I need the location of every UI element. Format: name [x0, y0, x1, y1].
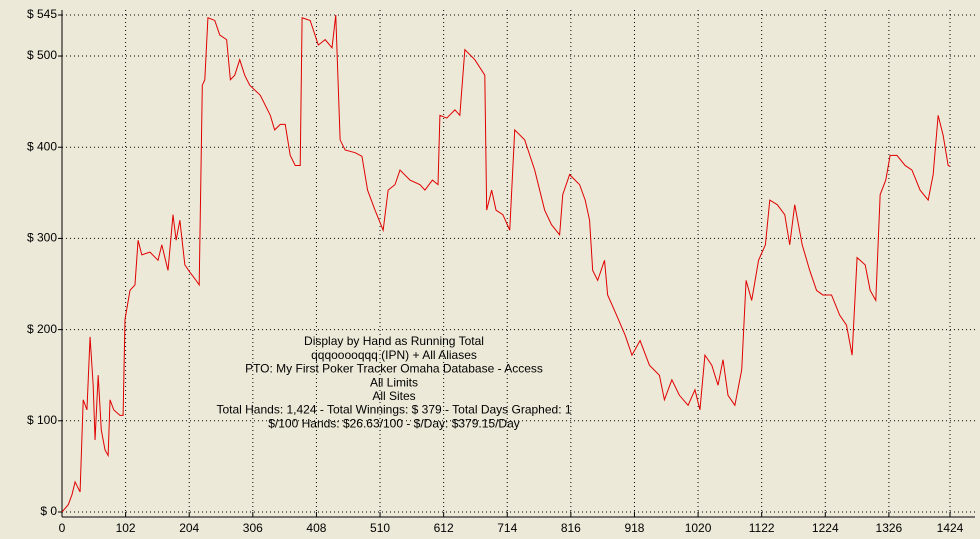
x-tick-label: 408: [306, 521, 326, 535]
y-tick-label: $ 300: [27, 231, 57, 245]
x-tick-label: 0: [59, 521, 66, 535]
x-tick-label: 1326: [876, 521, 903, 535]
y-tick-label: $ 400: [27, 139, 57, 153]
y-tick-label: $ 200: [27, 322, 57, 336]
y-tick-label: $ 100: [27, 413, 57, 427]
annotation: All Sites: [372, 389, 415, 403]
x-tick-label: 1424: [937, 521, 964, 535]
annotation: $/100 Hands: $26.63/100 - $/Day: $379.15…: [268, 416, 520, 430]
x-tick-label: 816: [561, 521, 581, 535]
x-tick-label: 306: [243, 521, 263, 535]
x-tick-label: 714: [497, 521, 517, 535]
y-tick-label: $ 545: [27, 7, 57, 21]
annotation: All Limits: [370, 375, 418, 389]
x-tick-label: 918: [624, 521, 644, 535]
x-tick-label: 1020: [685, 521, 712, 535]
annotation: PTO: My First Poker Tracker Omaha Databa…: [245, 362, 543, 376]
x-tick-label: 510: [370, 521, 390, 535]
annotation: Display by Hand as Running Total: [304, 334, 484, 348]
y-tick-label: $ 500: [27, 48, 57, 62]
x-tick-label: 102: [116, 521, 136, 535]
x-tick-label: 204: [179, 521, 199, 535]
series-line: [61, 14, 951, 513]
annotation: Total Hands: 1,424 - Total Winnings: $ 3…: [216, 403, 571, 417]
y-tick-label: $ 0: [40, 504, 57, 518]
x-tick-label: 612: [434, 521, 454, 535]
x-tick-label: 1224: [812, 521, 839, 535]
x-tick-label: 1122: [749, 521, 775, 535]
annotation: qqqooooqqq (IPN) + All Aliases: [311, 348, 477, 362]
